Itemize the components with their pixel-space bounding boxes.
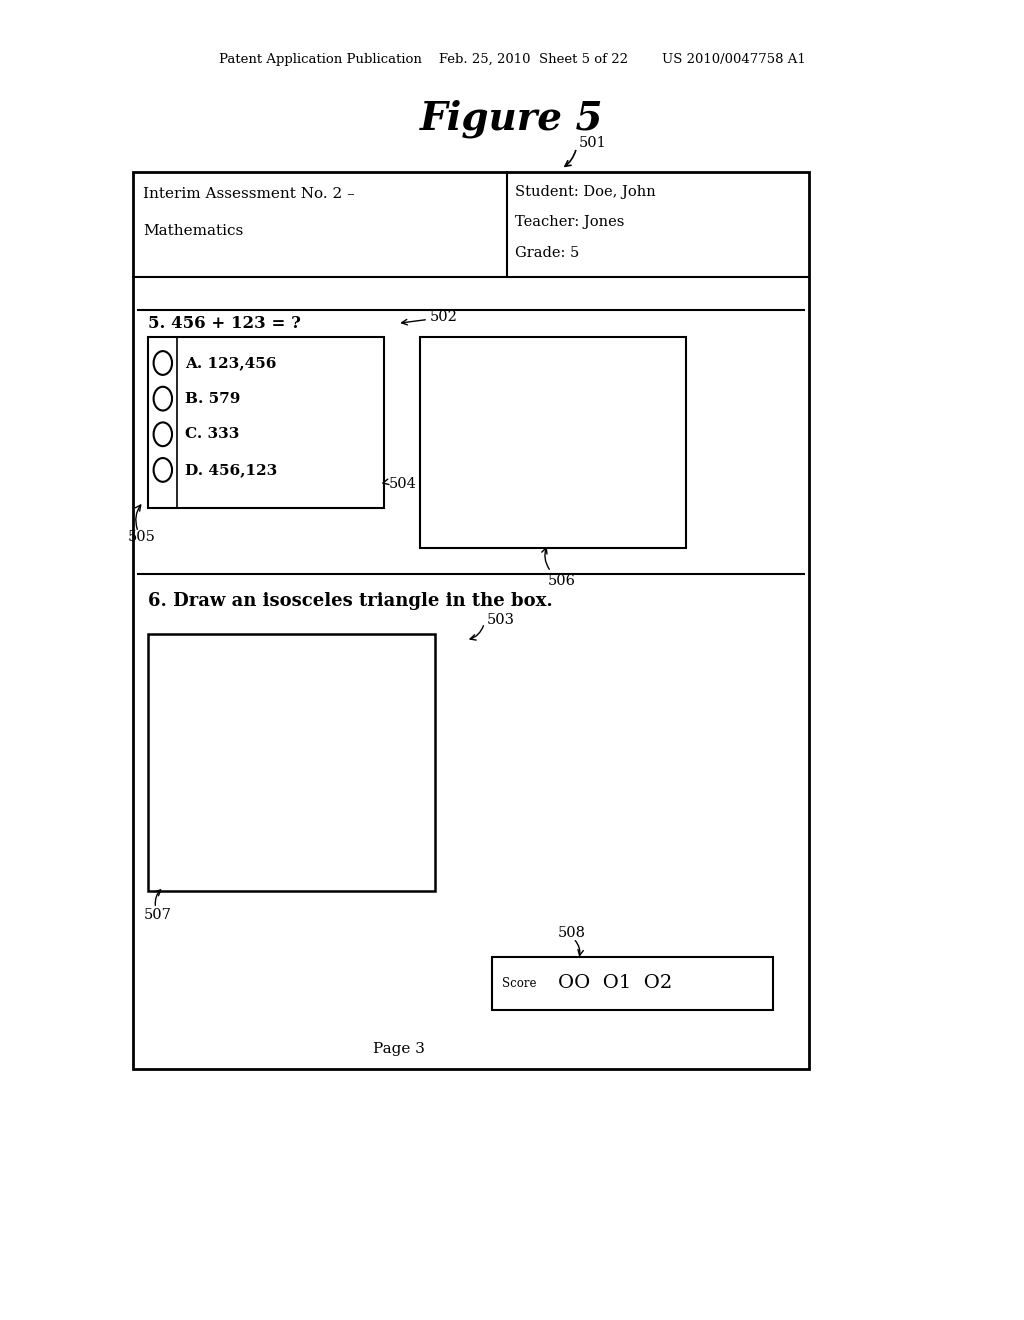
Bar: [133, 172, 809, 1069]
Text: B. 579: B. 579: [185, 392, 241, 405]
Text: 502: 502: [430, 310, 458, 323]
Bar: [420, 337, 686, 548]
Text: 501: 501: [579, 136, 606, 149]
Text: Patent Application Publication    Feb. 25, 2010  Sheet 5 of 22        US 2010/00: Patent Application Publication Feb. 25, …: [219, 53, 805, 66]
Text: Interim Assessment No. 2 –: Interim Assessment No. 2 –: [143, 187, 355, 202]
Text: Grade: 5: Grade: 5: [515, 246, 580, 260]
Bar: [492, 957, 773, 1010]
Text: A. 123,456: A. 123,456: [185, 356, 276, 370]
Text: 506: 506: [548, 574, 575, 587]
Text: Score: Score: [502, 977, 537, 990]
Text: OO  O1  O2: OO O1 O2: [558, 974, 673, 993]
Text: 504: 504: [389, 478, 417, 491]
Text: Page 3: Page 3: [374, 1043, 425, 1056]
Text: 6. Draw an isosceles triangle in the box.: 6. Draw an isosceles triangle in the box…: [148, 591, 553, 610]
Text: C. 333: C. 333: [185, 428, 240, 441]
Text: Figure 5: Figure 5: [420, 99, 604, 139]
Bar: [148, 337, 384, 508]
Text: Student: Doe, John: Student: Doe, John: [515, 185, 655, 199]
Bar: [148, 634, 435, 891]
Text: 508: 508: [558, 927, 586, 940]
Text: 507: 507: [143, 908, 171, 921]
Text: 505: 505: [128, 531, 156, 544]
Text: 5. 456 + 123 = ?: 5. 456 + 123 = ?: [148, 315, 301, 331]
Text: D. 456,123: D. 456,123: [185, 463, 278, 477]
Text: 503: 503: [486, 614, 514, 627]
Text: Mathematics: Mathematics: [143, 224, 244, 239]
Text: Teacher: Jones: Teacher: Jones: [515, 215, 625, 230]
